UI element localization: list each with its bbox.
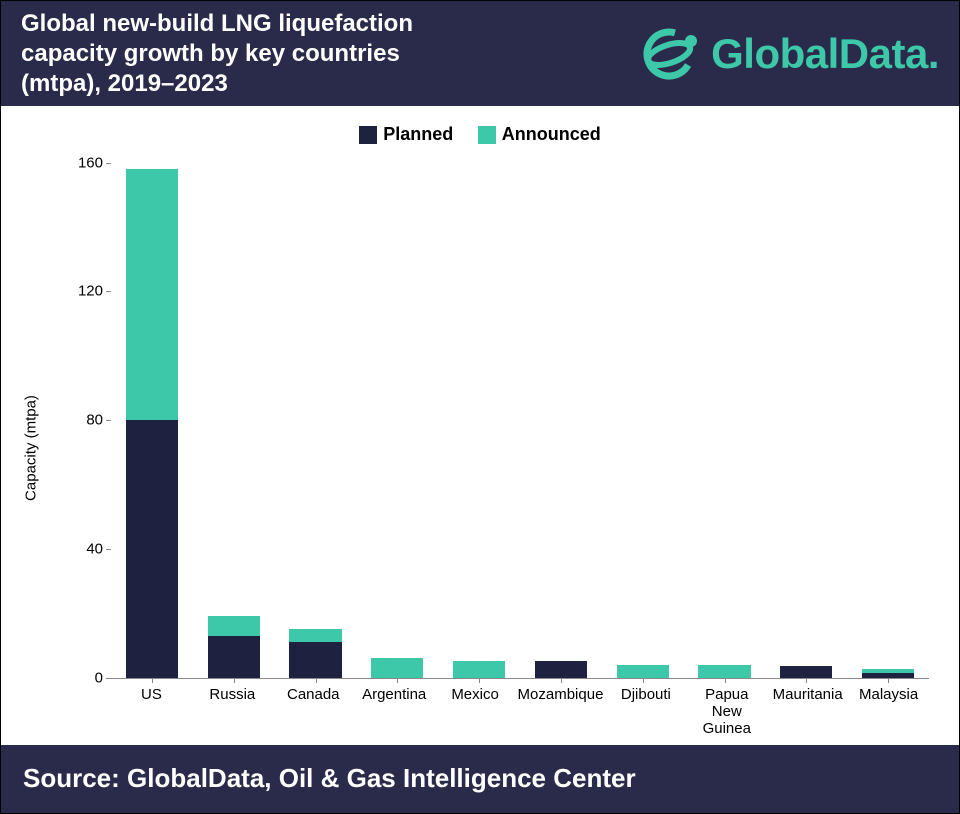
x-tick-mark [561,678,562,683]
bar-stack [862,669,914,677]
header-bar: Global new-build LNG liquefaction capaci… [1,1,959,106]
x-axis-label: Canada [273,682,354,742]
x-axis-label: Mozambique [516,682,606,742]
bar-slot [684,163,766,678]
bar-segment-announced [371,658,423,677]
bar-stack [780,666,832,677]
chart-card: Global new-build LNG liquefaction capaci… [0,0,960,814]
bar-slot [193,163,275,678]
globaldata-logo-icon [637,23,701,85]
y-tick-mark [106,549,111,550]
bar-segment-planned [126,420,178,678]
bar-stack [617,665,669,678]
bar-stack [126,169,178,678]
bar-stack [535,661,587,677]
plot-area: Capacity (mtpa) USRussiaCanadaArgentinaM… [79,151,929,745]
y-tick-mark [106,420,111,421]
y-tick-label: 80 [73,412,103,429]
bar-slot [356,163,438,678]
x-tick-mark [888,678,889,683]
y-tick-label: 40 [73,540,103,557]
bar-slot [275,163,357,678]
brand-logo: GlobalData. [637,23,939,85]
bar-segment-announced [698,665,750,678]
x-tick-mark [234,678,235,683]
x-axis-label: Papua New Guinea [686,682,767,742]
x-axis-label: Malaysia [848,682,929,742]
y-tick-mark [106,291,111,292]
legend-item-announced: Announced [478,124,601,145]
bar-stack [371,658,423,677]
plot-inner: USRussiaCanadaArgentinaMexicoMozambiqueD… [111,163,929,679]
source-text: Source: GlobalData, Oil & Gas Intelligen… [23,763,636,793]
x-tick-mark [152,678,153,683]
bar-stack [698,665,750,678]
bar-segment-planned [289,642,341,677]
brand-logo-text: GlobalData. [711,30,939,78]
legend-swatch-planned [359,126,377,144]
bar-stack [208,616,260,677]
x-tick-mark [316,678,317,683]
bar-segment-planned [208,636,260,678]
bar-slot [847,163,929,678]
bar-slot [602,163,684,678]
x-labels: USRussiaCanadaArgentinaMexicoMozambiqueD… [111,682,929,742]
x-tick-mark [479,678,480,683]
bar-stack [453,661,505,677]
footer-bar: Source: GlobalData, Oil & Gas Intelligen… [1,745,959,813]
x-tick-mark [643,678,644,683]
x-tick-mark [806,678,807,683]
bars-container [111,163,929,678]
y-tick-label: 0 [73,669,103,686]
x-tick-mark [725,678,726,683]
x-axis-label: Russia [192,682,273,742]
x-axis-label: Djibouti [605,682,686,742]
y-tick-label: 160 [73,154,103,171]
bar-slot [765,163,847,678]
legend-label-announced: Announced [502,124,601,145]
bar-slot [520,163,602,678]
x-axis-label: Argentina [354,682,435,742]
chart-area: Planned Announced Capacity (mtpa) USRuss… [1,106,959,745]
bar-segment-announced [617,665,669,678]
bar-slot [111,163,193,678]
bar-segment-announced [289,629,341,642]
legend-swatch-announced [478,126,496,144]
y-axis-title: Capacity (mtpa) [23,395,40,501]
x-tick-mark [397,678,398,683]
bar-segment-announced [208,616,260,635]
x-axis-label: Mexico [435,682,516,742]
legend-item-planned: Planned [359,124,453,145]
legend-label-planned: Planned [383,124,453,145]
bar-segment-announced [126,169,178,420]
bar-stack [289,629,341,677]
chart-title: Global new-build LNG liquefaction capaci… [21,9,461,99]
x-axis-label: Mauritania [767,682,848,742]
legend: Planned Announced [21,124,939,149]
bar-segment-planned [535,661,587,677]
bar-slot [438,163,520,678]
y-tick-mark [106,163,111,164]
y-tick-label: 120 [73,283,103,300]
x-axis-label: US [111,682,192,742]
y-tick-mark [106,678,111,679]
bar-segment-planned [780,666,832,677]
bar-segment-announced [453,661,505,677]
